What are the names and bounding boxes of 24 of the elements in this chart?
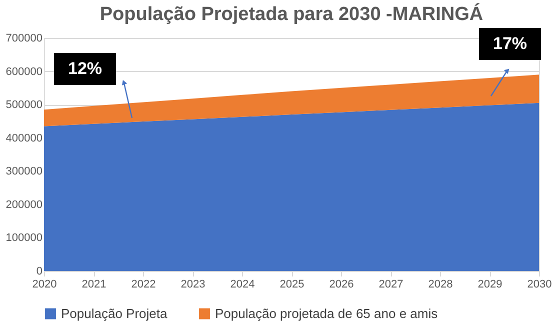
y-tick-label: 700000	[6, 32, 42, 44]
annotation: 17%	[492, 34, 528, 53]
y-tick-label: 200000	[6, 198, 42, 211]
x-tick-label: 2024	[230, 278, 255, 290]
x-tick-label: 2029	[478, 278, 502, 290]
x-tick-label: 2028	[428, 278, 453, 290]
legend-label: População projetada de 65 ano e amis	[215, 306, 438, 321]
y-tick-label: 400000	[6, 132, 42, 144]
x-tick-label: 2030	[527, 278, 552, 290]
annotation: 12%	[68, 59, 102, 78]
chart-title: População Projetada para 2030 -MARINGÁ	[100, 3, 484, 25]
x-tick-label: 2027	[378, 278, 404, 290]
x-tick-label: 2020	[32, 278, 57, 290]
x-tick-label: 2023	[180, 278, 206, 290]
x-tick-label: 2026	[329, 278, 354, 290]
y-tick-label: 100000	[6, 232, 42, 244]
x-tick-label: 2025	[280, 278, 304, 290]
y-tick-label: 300000	[6, 166, 42, 178]
y-tick-label: 600000	[6, 66, 42, 78]
y-tick-label: 0	[36, 266, 42, 278]
x-tick-label: 2021	[82, 278, 106, 290]
y-tick-label: 500000	[6, 99, 42, 112]
legend-label: População Projeta	[61, 306, 168, 321]
x-tick-label: 2022	[131, 278, 156, 290]
